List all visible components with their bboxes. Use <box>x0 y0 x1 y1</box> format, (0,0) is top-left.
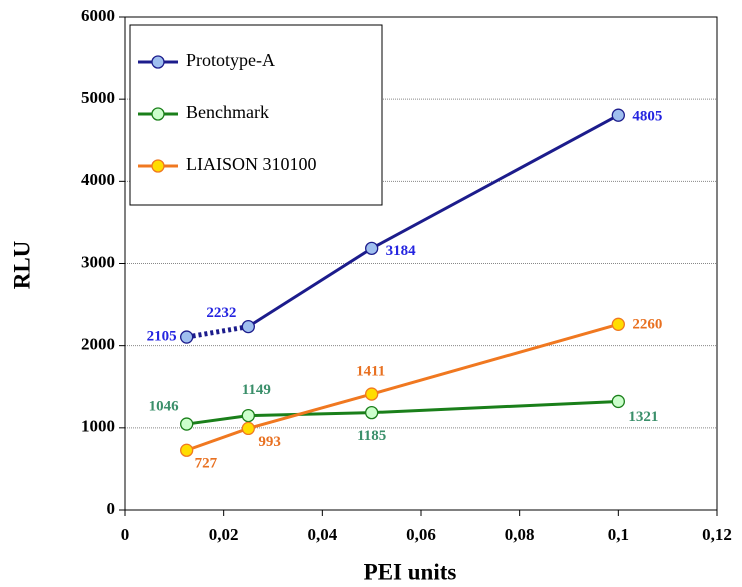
value-label: 1149 <box>242 382 271 398</box>
data-point <box>180 443 194 457</box>
data-point <box>241 408 255 423</box>
value-label: 1321 <box>628 409 658 425</box>
value-label: 993 <box>258 434 281 450</box>
value-label: 2260 <box>632 317 662 333</box>
value-label: 1411 <box>356 364 385 380</box>
data-point <box>611 108 625 122</box>
data-point <box>241 421 255 436</box>
data-point <box>365 241 379 256</box>
value-label: 2232 <box>206 305 236 321</box>
data-point <box>241 319 255 334</box>
series-line <box>247 392 373 430</box>
y-tick-label: 1000 <box>81 417 115 436</box>
series-line <box>371 322 619 396</box>
series-line <box>370 113 620 250</box>
legend-marker <box>151 159 165 173</box>
series-line <box>248 411 372 418</box>
legend-label: LIAISON 310100 <box>186 154 317 174</box>
data-point <box>611 317 625 331</box>
value-label: 1185 <box>357 428 386 444</box>
y-tick-label: 0 <box>107 499 116 518</box>
series-line <box>247 247 373 328</box>
legend-label: Benchmark <box>186 102 269 122</box>
y-tick-label: 4000 <box>81 170 115 189</box>
series-line <box>186 426 249 452</box>
legend-marker <box>151 107 165 121</box>
data-point <box>180 330 194 344</box>
y-axis-title: RLU <box>9 240 34 289</box>
value-label: 3184 <box>386 243 417 259</box>
y-tick-label: 5000 <box>81 88 115 107</box>
y-tick-label: 2000 <box>81 335 115 354</box>
y-tick-label: 6000 <box>81 6 115 25</box>
x-tick-label: 0,1 <box>608 525 629 544</box>
legend-label: Prototype-A <box>186 50 275 70</box>
x-tick-label: 0,06 <box>406 525 436 544</box>
data-point <box>365 405 379 420</box>
data-point <box>611 394 625 409</box>
x-tick-label: 0,08 <box>505 525 535 544</box>
value-label: 4805 <box>632 109 662 125</box>
data-point <box>180 417 194 431</box>
series-line <box>186 324 249 340</box>
data-point <box>365 387 379 401</box>
value-label: 2105 <box>147 328 177 344</box>
value-label: 727 <box>195 456 218 472</box>
y-tick-label: 3000 <box>81 252 115 271</box>
x-tick-label: 0,12 <box>702 525 732 544</box>
value-label: 1046 <box>149 398 180 414</box>
series-line <box>371 399 619 415</box>
series-line <box>186 414 249 426</box>
legend-marker <box>151 55 165 69</box>
x-axis-title: PEI units <box>364 559 457 584</box>
plot-frame <box>124 16 718 511</box>
x-tick-label: 0,04 <box>307 525 337 544</box>
x-tick-label: 0 <box>121 525 130 544</box>
x-tick-label: 0,02 <box>209 525 239 544</box>
